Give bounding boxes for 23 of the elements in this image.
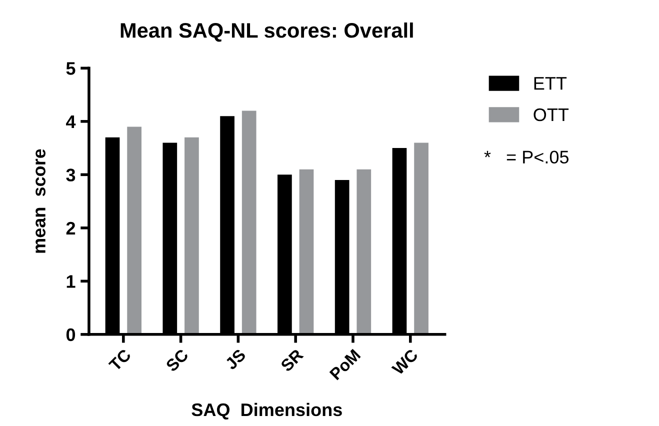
chart-title: Mean SAQ-NL scores: Overall (120, 22, 413, 42)
x-tick-label: SR (280, 348, 304, 372)
bar (299, 169, 314, 334)
bar (127, 126, 142, 334)
bar (184, 137, 199, 334)
legend-label: OTT (534, 108, 569, 122)
y-tick-label: 4 (66, 116, 76, 128)
y-tick-label: 2 (66, 222, 76, 234)
x-tick-label: JS (224, 348, 246, 370)
bar (414, 142, 428, 334)
text: * = P<.05 (484, 150, 569, 164)
legend-label: ETT (534, 77, 567, 90)
y-axis-title: mean score (36, 149, 46, 253)
y-tick-label: 5 (66, 62, 76, 75)
y-tick-label: 0 (66, 328, 76, 342)
x-axis-title: SAQ Dimensions (192, 402, 342, 420)
y-tick-label: 1 (66, 275, 76, 288)
x-tick-label: TC (108, 348, 132, 372)
bar (356, 169, 372, 334)
y-tick-label: 3 (66, 168, 76, 182)
x-tick-label: WC (391, 348, 419, 376)
x-tick-label: SC (165, 348, 190, 372)
bar (242, 110, 256, 334)
